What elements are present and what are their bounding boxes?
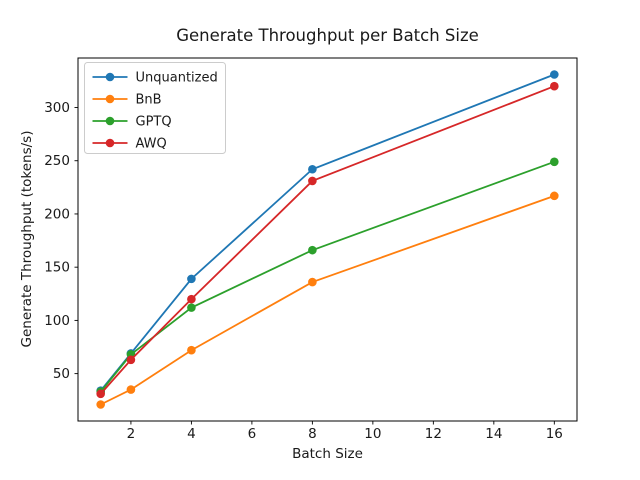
data-point-gptq <box>550 157 559 167</box>
data-point-bnb <box>126 385 136 394</box>
legend-marker-bnb <box>105 94 115 104</box>
data-point-unquantized <box>187 274 196 284</box>
y-tick-label: 200 <box>44 206 70 222</box>
y-tick-label: 100 <box>44 313 70 329</box>
y-tick-label: 300 <box>44 100 70 116</box>
data-point-awq <box>126 355 136 365</box>
data-point-awq <box>96 389 105 399</box>
data-point-bnb <box>550 191 559 201</box>
y-tick-label: 150 <box>44 260 70 276</box>
x-tick-label: 2 <box>127 426 136 442</box>
data-point-unquantized <box>550 70 559 79</box>
legend-marker-gptq <box>105 116 115 126</box>
legend-label-bnb: BnB <box>136 93 162 108</box>
x-tick-label: 12 <box>425 426 442 442</box>
x-axis-label: Batch Size <box>292 446 363 462</box>
legend-marker-unquantized <box>105 72 115 82</box>
x-tick-label: 4 <box>187 426 196 442</box>
x-tick-label: 6 <box>248 426 257 442</box>
legend-marker-awq <box>105 138 115 148</box>
legend-label-awq: AWQ <box>136 137 167 152</box>
data-point-awq <box>308 176 317 186</box>
x-tick-label: 16 <box>546 426 563 442</box>
x-tick-label: 10 <box>364 426 381 442</box>
y-tick-label: 50 <box>53 366 70 382</box>
legend-label-unquantized: Unquantized <box>136 71 218 86</box>
x-tick-label: 8 <box>308 426 317 442</box>
data-point-awq <box>550 81 559 91</box>
data-point-gptq <box>308 245 317 255</box>
data-point-bnb <box>96 400 105 409</box>
data-point-awq <box>187 294 196 304</box>
legend-box <box>84 62 226 154</box>
axes-frame <box>77 57 578 422</box>
data-point-gptq <box>187 303 196 312</box>
data-point-bnb <box>187 345 196 355</box>
data-point-bnb <box>308 277 317 287</box>
chart-title: Generate Throughput per Batch Size <box>176 26 479 45</box>
y-tick-label: 250 <box>44 153 70 169</box>
series-line-bnb <box>100 195 555 406</box>
data-point-unquantized <box>308 164 317 174</box>
legend-label-gptq: GPTQ <box>136 115 172 130</box>
x-tick-label: 14 <box>485 426 502 442</box>
